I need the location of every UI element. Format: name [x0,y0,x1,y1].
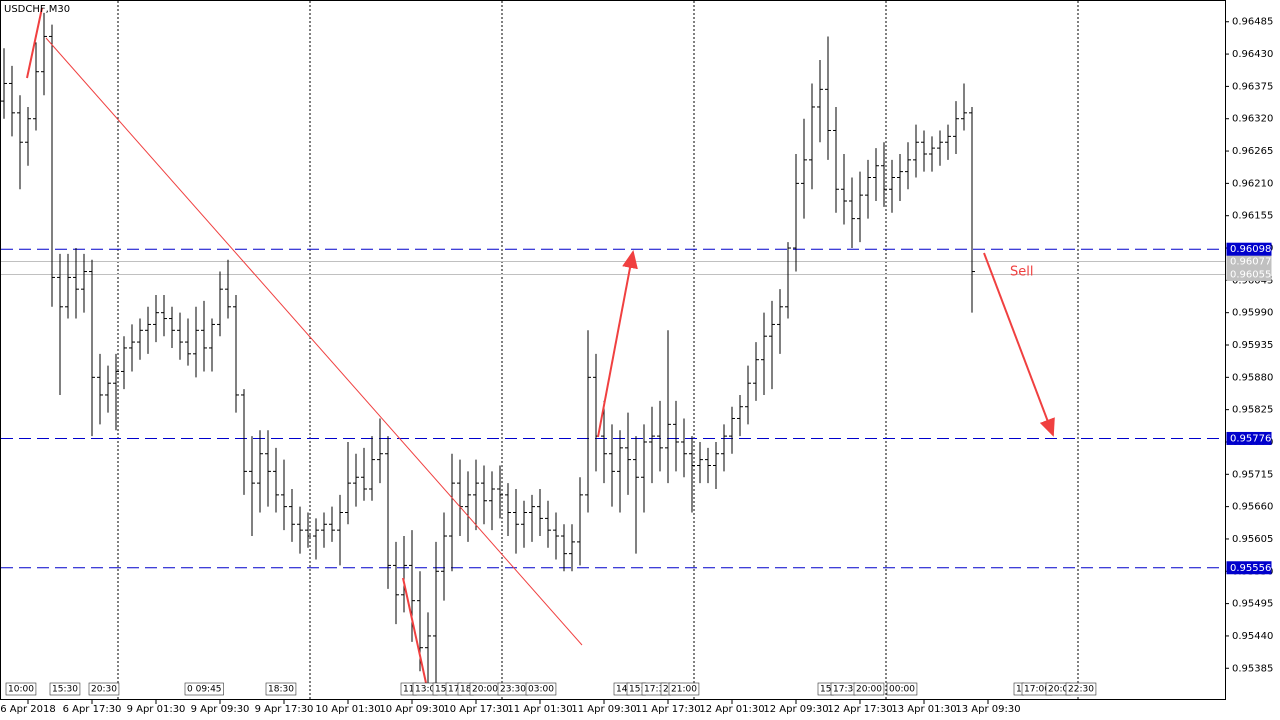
time-marker: 21:00 [671,685,697,695]
trend-line [45,37,583,646]
x-tick-label: 6 Apr 2018 [0,704,55,715]
x-tick-label: 13 Apr 01:30 [891,704,956,715]
y-tick-label: 0.95825 [1232,405,1273,416]
arrow [402,577,427,684]
time-marker-box [886,682,918,696]
arrow [26,7,43,79]
time-marker: 17:3 [833,685,853,695]
time-marker: 17 [448,685,459,695]
x-tick-label: 6 Apr 17:30 [63,704,122,715]
time-marker-box [853,682,885,696]
price-label: 0.95776 [1230,433,1271,444]
y-tick-label: 0.95605 [1232,534,1273,545]
time-marker: 15 [820,685,831,695]
x-tick-label: 9 Apr 09:30 [191,704,250,715]
time-marker: 22:30 [1068,685,1094,695]
y-tick-label: 0.96210 [1232,178,1273,189]
time-marker: 03:00 [528,685,554,695]
time-marker-box [184,682,224,696]
time-marker: 23:30 [500,685,526,695]
y-tick-label: 0.95935 [1232,340,1273,351]
y-tick-label: 0.95715 [1232,469,1273,480]
time-marker: 0 09:45 [187,685,222,695]
x-tick-label: 10 Apr 09:30 [379,704,444,715]
x-tick-label: 13 Apr 09:30 [955,704,1020,715]
y-tick-label: 0.95990 [1232,308,1273,319]
x-tick-label: 11 Apr 09:30 [571,704,636,715]
axes: 0.96485 0.96430 0.96375 0.96320 0.96265 0.962… [0,17,1273,715]
price-label: 0.96077 [1230,257,1271,268]
time-marker: 15: [629,685,643,695]
y-tick-label: 0.96375 [1232,81,1273,92]
time-marker: 15 [435,685,446,695]
price-label-bg [1226,267,1272,281]
price-label: 0.96055 [1230,269,1271,280]
x-tick-label: 11 Apr 17:30 [635,704,700,715]
time-marker: 15:30 [52,685,78,695]
price-label: 0.96098 [1230,244,1271,255]
time-marker: 20:00 [856,685,882,695]
y-tick-label: 0.95385 [1232,663,1273,674]
time-marker-box [5,682,37,696]
arrow [597,250,638,438]
y-tick-label: 0.96155 [1232,211,1273,222]
y-tick-label: 0.96265 [1232,146,1273,157]
time-marker-box [88,682,120,696]
x-tick-label: 10 Apr 17:30 [443,704,508,715]
chart-title: USDCHF,M30 [4,4,70,15]
price-label-bg [1226,242,1272,256]
x-tick-label: 12 Apr 09:30 [763,704,828,715]
x-tick-label: 10 Apr 01:30 [315,704,380,715]
x-tick-label: 9 Apr 01:30 [127,704,186,715]
x-tick-label: 9 Apr 17:30 [255,704,314,715]
arrow [983,252,1055,437]
time-marker: 14 [616,685,628,695]
time-marker: 20:00 [472,685,498,695]
time-marker: 20:30 [91,685,117,695]
time-marker: 1 [1016,685,1022,695]
time-marker-box [525,682,557,696]
time-marker: 11 [403,685,414,695]
y-tick-label: 0.95495 [1232,599,1273,610]
x-tick-label: 12 Apr 17:30 [827,704,892,715]
time-marker: 00:00 [889,685,915,695]
x-tick-label: 12 Apr 01:30 [699,704,764,715]
price-label-bg [1226,561,1272,575]
y-tick-label: 0.95880 [1232,372,1273,383]
price-label: 0.95556 [1230,563,1271,574]
time-marker: 18 [460,685,472,695]
time-marker: 2 [663,685,669,695]
annotation: Sell [1010,265,1033,280]
y-tick-label: 0.96320 [1232,114,1273,125]
time-marker: 10:00 [8,685,34,695]
y-tick-label: 0.96430 [1232,49,1273,60]
price-label-bg [1226,431,1272,445]
y-tick-label: 0.96485 [1232,17,1273,28]
time-marker: 13:0 [415,685,435,695]
y-tick-label: 0.95440 [1232,631,1273,642]
drawings [26,7,1055,684]
price-lines [1,248,1225,569]
time-marker-box [668,682,700,696]
time-marker-box [49,682,81,696]
bars [1,12,975,689]
time-marker-box [265,682,297,696]
time-marker: 17:3 [644,685,664,695]
time-marker: 20:0 [1048,685,1068,695]
plot-frame [0,0,1226,700]
time-marker: 17:00 [1024,685,1050,695]
x-tick-label: 11 Apr 01:30 [507,704,572,715]
grid [117,1,1079,700]
time-marker: 18:30 [268,685,294,695]
y-tick-label: 0.95660 [1232,502,1273,513]
time-marker-box [1065,682,1097,696]
